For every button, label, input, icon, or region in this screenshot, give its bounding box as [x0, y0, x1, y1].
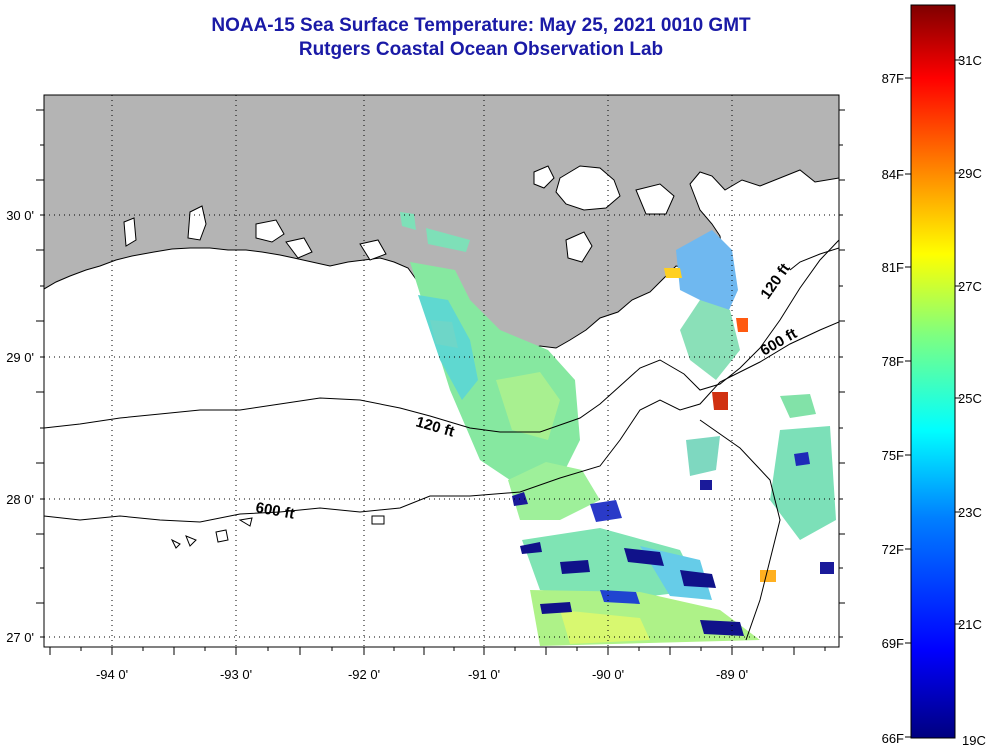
colorbar-label-21C: 21C — [958, 617, 982, 632]
colorbar-label-75F: 75F — [882, 448, 904, 463]
lon-label-89: -89 0' — [716, 667, 748, 682]
colorbar-label-27C: 27C — [958, 279, 982, 294]
shelf-edge-east — [789, 247, 839, 271]
barrier-islands — [170, 515, 385, 549]
colorbar-label-31C: 31C — [958, 53, 982, 68]
lon-label-94: -94 0' — [96, 667, 128, 682]
lake-calcasieu — [187, 205, 207, 241]
lon-label-90: -90 0' — [592, 667, 624, 682]
colorbar — [910, 4, 956, 739]
lake-salvador — [565, 231, 593, 263]
sst-data — [400, 212, 836, 646]
map-title: NOAA-15 Sea Surface Temperature: May 25,… — [211, 15, 751, 36]
colorbar-ticks — [905, 59, 961, 738]
grand-lake — [255, 219, 285, 243]
sabine-lake — [123, 217, 137, 247]
map-subtitle: Rutgers Coastal Ocean Observation Lab — [298, 39, 664, 60]
lat-label-27: 27 0' — [6, 630, 34, 645]
colorbar-label-78F: 78F — [882, 354, 904, 369]
lake-maurepas — [533, 165, 555, 189]
lon-label-92: -92 0' — [348, 667, 380, 682]
colorbar-label-29C: 29C — [958, 166, 982, 181]
lat-label-30: 30 0' — [6, 208, 34, 223]
map-frame — [43, 94, 840, 648]
colorbar-label-69F: 69F — [882, 636, 904, 651]
colorbar-label-19C: 19C — [962, 733, 986, 748]
lon-label-91: -91 0' — [468, 667, 500, 682]
colorbar-label-87F: 87F — [882, 71, 904, 86]
lake-atchafalaya — [359, 239, 387, 261]
colorbar-label-84F: 84F — [882, 167, 904, 182]
colorbar-label-66F: 66F — [882, 731, 904, 746]
axis-ticks — [36, 109, 845, 655]
lake-pontchartrain — [555, 165, 621, 211]
lake-borgne — [635, 183, 675, 215]
graticule — [44, 95, 839, 647]
lat-label-28: 28 0' — [6, 492, 34, 507]
lon-label-93: -93 0' — [220, 667, 252, 682]
contour-120ft — [44, 239, 839, 433]
colorbar-label-81F: 81F — [882, 260, 904, 275]
colorbar-label-25C: 25C — [958, 391, 982, 406]
contour-600ft — [44, 321, 839, 523]
lat-label-29: 29 0' — [6, 350, 34, 365]
colorbar-label-23C: 23C — [958, 505, 982, 520]
colorbar-label-72F: 72F — [882, 542, 904, 557]
white-lake — [285, 237, 313, 259]
contour-label-600ft-west: 600 ft — [254, 499, 296, 523]
shelf-edge-south — [699, 419, 781, 641]
